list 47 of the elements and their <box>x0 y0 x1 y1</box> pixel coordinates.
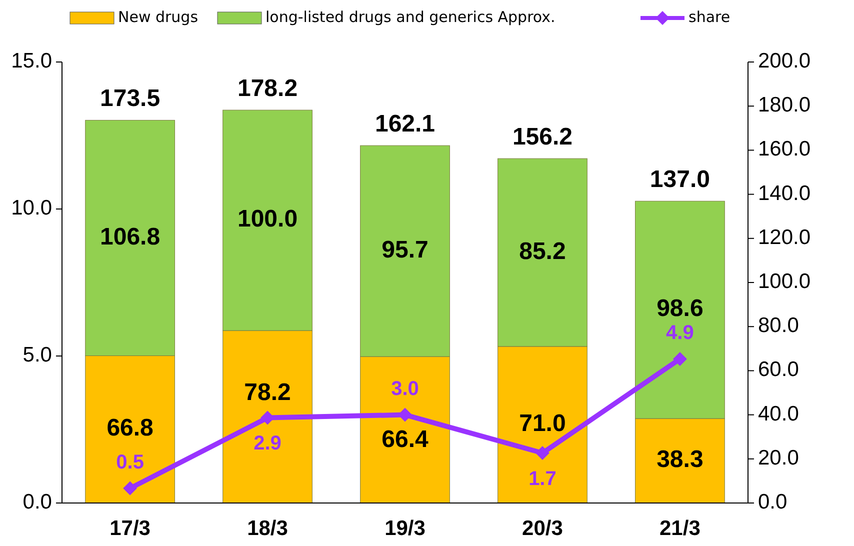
legend-label: New drugs <box>118 8 198 26</box>
point <box>672 352 687 366</box>
data-label: 106.8 <box>100 223 160 250</box>
y-tick-label: 10.0 <box>11 196 52 220</box>
point <box>535 446 550 460</box>
data-label: 66.4 <box>382 426 430 454</box>
total-label: 162.1 <box>374 110 436 138</box>
y2-tick-label: 80.0 <box>758 314 799 338</box>
legend-label: long-listed drugs and generics Approx. <box>266 8 556 26</box>
y2-tick-label: 60.0 <box>758 358 799 382</box>
data-label: 95.7 <box>382 236 428 264</box>
data-label: 3.0 <box>391 378 419 400</box>
y2-tick-label: 160.0 <box>758 138 811 161</box>
data-label: 98.6 <box>656 295 704 322</box>
y2-tick-label: 40.0 <box>758 402 799 426</box>
total-label: 173.5 <box>100 85 160 112</box>
total-label: 156.2 <box>512 124 573 151</box>
data-label: 100.0 <box>237 206 298 233</box>
x-tick-label: 19/3 <box>384 517 426 540</box>
y2-tick-label: 0.0 <box>758 490 788 514</box>
x-tick-label: 17/3 <box>110 517 150 540</box>
data-label: 85.2 <box>519 238 566 265</box>
x-tick-label: 21/3 <box>660 517 700 540</box>
y-tick-label: 0.0 <box>22 490 52 514</box>
data-label: 1.7 <box>528 468 556 490</box>
data-label: 78.2 <box>244 379 291 406</box>
x-tick-label: 18/3 <box>247 517 288 540</box>
y2-tick-label: 120.0 <box>758 226 811 249</box>
total-label: 137.0 <box>650 166 710 194</box>
data-label: 38.3 <box>656 446 704 474</box>
data-label: 71.0 <box>519 410 566 438</box>
total-label: 178.2 <box>237 75 298 102</box>
y2-tick-label: 140.0 <box>758 182 811 205</box>
y2-tick-label: 180.0 <box>758 94 811 117</box>
x-tick-label: 20/3 <box>522 517 563 540</box>
y-tick-label: 15.0 <box>11 50 52 73</box>
data-label: 0.5 <box>116 451 144 474</box>
y-tick-label: 5.0 <box>22 344 52 367</box>
legend-label: share <box>688 8 730 26</box>
point <box>398 408 412 422</box>
data-label: 4.9 <box>666 322 694 344</box>
y2-tick-label: 100.0 <box>758 270 811 294</box>
data-label: 66.8 <box>106 414 154 442</box>
y2-tick-label: 20.0 <box>758 446 799 470</box>
y2-tick-label: 200.0 <box>758 50 811 73</box>
data-label: 2.9 <box>254 432 282 455</box>
point <box>123 481 138 496</box>
